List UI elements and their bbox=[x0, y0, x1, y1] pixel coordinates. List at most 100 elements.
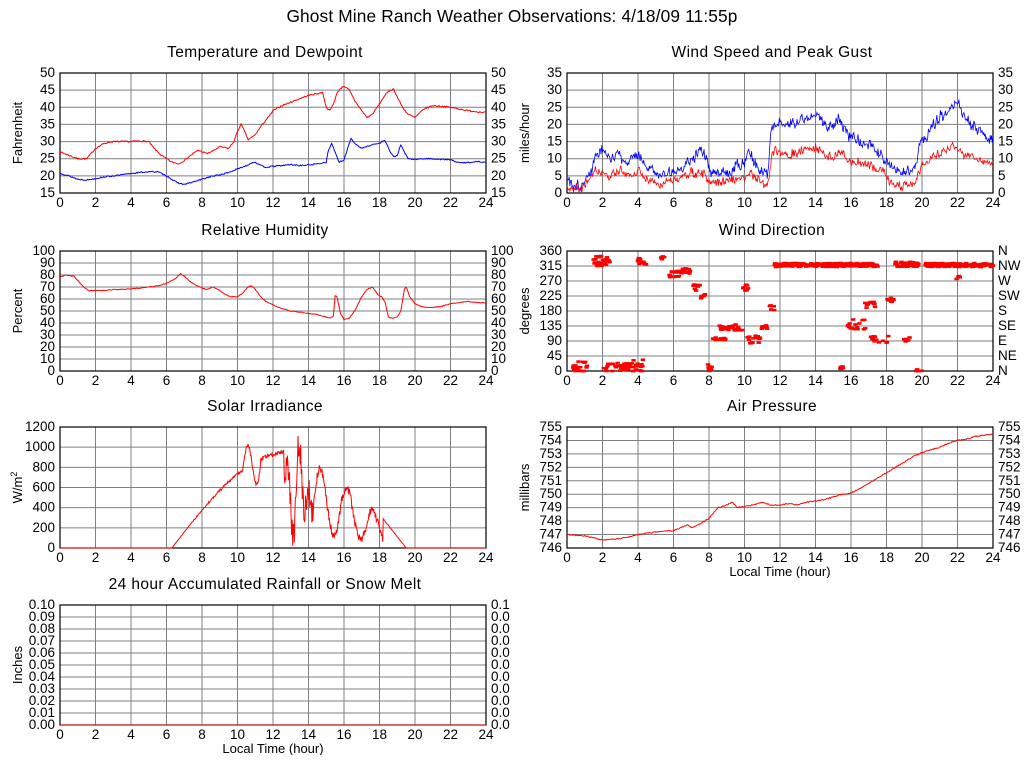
svg-text:749: 749 bbox=[998, 500, 1021, 515]
svg-text:10: 10 bbox=[998, 151, 1013, 166]
svg-text:20: 20 bbox=[40, 168, 55, 183]
svg-text:0: 0 bbox=[563, 195, 571, 210]
svg-text:22: 22 bbox=[950, 195, 965, 210]
svg-text:751: 751 bbox=[998, 473, 1021, 488]
svg-text:0: 0 bbox=[56, 550, 64, 565]
svg-text:0: 0 bbox=[554, 185, 562, 200]
svg-text:0: 0 bbox=[554, 363, 562, 378]
svg-text:N: N bbox=[998, 243, 1008, 258]
svg-text:8: 8 bbox=[705, 550, 713, 565]
svg-text:225: 225 bbox=[539, 288, 562, 303]
svg-text:6: 6 bbox=[670, 195, 678, 210]
svg-text:30: 30 bbox=[491, 134, 506, 149]
svg-text:5: 5 bbox=[554, 168, 562, 183]
svg-text:755: 755 bbox=[998, 419, 1021, 434]
svg-text:22: 22 bbox=[950, 373, 965, 388]
svg-text:8: 8 bbox=[705, 373, 713, 388]
svg-text:16: 16 bbox=[843, 373, 858, 388]
svg-text:4: 4 bbox=[127, 195, 135, 210]
svg-text:20: 20 bbox=[998, 116, 1013, 131]
svg-text:24: 24 bbox=[478, 550, 494, 565]
svg-text:22: 22 bbox=[443, 550, 458, 565]
svg-text:25: 25 bbox=[547, 99, 562, 114]
svg-text:14: 14 bbox=[301, 195, 317, 210]
svg-text:8: 8 bbox=[198, 550, 206, 565]
svg-text:2: 2 bbox=[599, 373, 607, 388]
svg-text:755: 755 bbox=[539, 419, 562, 434]
svg-text:746: 746 bbox=[998, 540, 1021, 555]
svg-text:E: E bbox=[998, 333, 1007, 348]
svg-text:W: W bbox=[998, 273, 1011, 288]
svg-text:8: 8 bbox=[198, 195, 206, 210]
svg-text:14: 14 bbox=[808, 550, 824, 565]
svg-text:750: 750 bbox=[539, 486, 562, 501]
svg-text:12: 12 bbox=[772, 373, 787, 388]
svg-text:6: 6 bbox=[163, 727, 171, 742]
svg-text:2: 2 bbox=[92, 195, 100, 210]
svg-text:752: 752 bbox=[998, 459, 1021, 474]
svg-text:25: 25 bbox=[40, 151, 55, 166]
svg-text:20: 20 bbox=[407, 550, 422, 565]
svg-text:15: 15 bbox=[998, 134, 1013, 149]
svg-text:4: 4 bbox=[127, 727, 135, 742]
svg-text:14: 14 bbox=[808, 373, 824, 388]
svg-text:8: 8 bbox=[198, 373, 206, 388]
svg-text:16: 16 bbox=[843, 195, 858, 210]
svg-text:10: 10 bbox=[737, 373, 752, 388]
svg-text:W/m2: W/m2 bbox=[10, 472, 25, 504]
svg-text:Local Time (hour): Local Time (hour) bbox=[729, 564, 830, 578]
svg-text:0: 0 bbox=[563, 373, 571, 388]
svg-text:753: 753 bbox=[539, 446, 562, 461]
svg-text:2: 2 bbox=[599, 550, 607, 565]
svg-text:12: 12 bbox=[265, 195, 280, 210]
svg-text:748: 748 bbox=[539, 513, 562, 528]
svg-text:747: 747 bbox=[539, 527, 562, 542]
svg-text:0: 0 bbox=[563, 550, 571, 565]
svg-text:22: 22 bbox=[443, 195, 458, 210]
svg-text:15: 15 bbox=[491, 185, 506, 200]
svg-text:4: 4 bbox=[634, 195, 642, 210]
svg-text:135: 135 bbox=[539, 318, 562, 333]
svg-text:0.10: 0.10 bbox=[29, 597, 55, 612]
svg-text:16: 16 bbox=[336, 727, 351, 742]
svg-text:millibars: millibars bbox=[517, 463, 532, 511]
svg-text:16: 16 bbox=[336, 550, 351, 565]
svg-text:12: 12 bbox=[772, 550, 787, 565]
svg-text:22: 22 bbox=[443, 727, 458, 742]
svg-text:14: 14 bbox=[301, 373, 317, 388]
svg-text:12: 12 bbox=[265, 727, 280, 742]
svg-text:10: 10 bbox=[230, 195, 245, 210]
svg-text:35: 35 bbox=[491, 116, 506, 131]
svg-text:12: 12 bbox=[772, 195, 787, 210]
svg-text:1000: 1000 bbox=[25, 439, 55, 454]
svg-text:2: 2 bbox=[92, 727, 100, 742]
svg-text:20: 20 bbox=[914, 373, 929, 388]
svg-text:4: 4 bbox=[634, 373, 642, 388]
svg-text:SE: SE bbox=[998, 318, 1016, 333]
svg-text:25: 25 bbox=[998, 99, 1013, 114]
svg-text:18: 18 bbox=[372, 373, 387, 388]
svg-text:NW: NW bbox=[998, 258, 1021, 273]
svg-text:10: 10 bbox=[230, 373, 245, 388]
svg-text:20: 20 bbox=[547, 116, 562, 131]
svg-text:SW: SW bbox=[998, 288, 1020, 303]
svg-text:50: 50 bbox=[40, 65, 55, 80]
svg-text:270: 270 bbox=[539, 273, 562, 288]
svg-text:18: 18 bbox=[879, 195, 894, 210]
svg-text:50: 50 bbox=[491, 65, 506, 80]
svg-text:753: 753 bbox=[998, 446, 1021, 461]
svg-text:20: 20 bbox=[914, 195, 929, 210]
svg-text:6: 6 bbox=[163, 373, 171, 388]
svg-text:NE: NE bbox=[998, 348, 1017, 363]
svg-text:4: 4 bbox=[127, 550, 135, 565]
svg-text:35: 35 bbox=[40, 116, 55, 131]
svg-text:748: 748 bbox=[998, 513, 1021, 528]
svg-text:100: 100 bbox=[32, 243, 55, 258]
svg-text:315: 315 bbox=[539, 258, 562, 273]
svg-text:0: 0 bbox=[56, 373, 64, 388]
svg-text:100: 100 bbox=[491, 243, 514, 258]
svg-text:N: N bbox=[998, 363, 1008, 378]
svg-text:752: 752 bbox=[539, 459, 562, 474]
svg-text:45: 45 bbox=[491, 82, 506, 97]
svg-text:30: 30 bbox=[547, 82, 562, 97]
